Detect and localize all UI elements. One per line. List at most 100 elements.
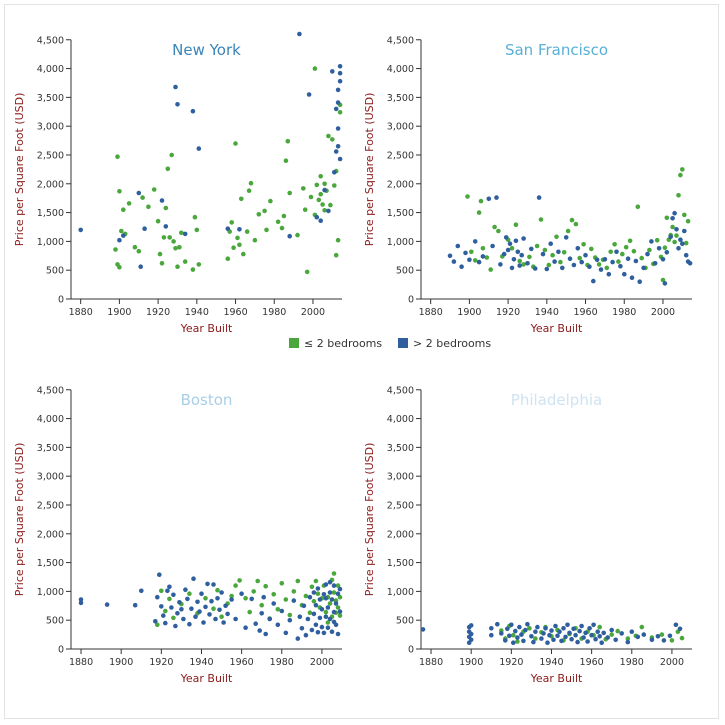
y-axis-title: Price per Square Foot (USD): [13, 443, 26, 597]
data-point: [420, 627, 426, 632]
data-point: [297, 614, 303, 619]
data-point: [332, 170, 337, 175]
data-point: [468, 623, 474, 628]
data-point: [668, 234, 673, 240]
data-point: [660, 277, 666, 283]
data-point: [241, 251, 246, 257]
data-point: [484, 255, 490, 260]
data-point: [573, 221, 579, 227]
data-point: [165, 588, 170, 594]
data-point: [519, 632, 524, 637]
series-gt2-bedrooms: [78, 31, 343, 270]
data-point: [233, 583, 238, 588]
data-point: [142, 226, 147, 231]
data-point: [561, 626, 566, 631]
data-point: [303, 632, 309, 638]
data-point: [252, 237, 258, 243]
data-point: [136, 190, 142, 196]
data-point: [543, 626, 548, 631]
data-point: [139, 588, 144, 594]
data-point: [637, 279, 642, 285]
data-point: [182, 259, 188, 264]
x-tick-label: 1920: [149, 657, 173, 668]
data-point: [472, 239, 478, 244]
data-point: [556, 249, 561, 255]
data-point: [159, 198, 165, 203]
data-point: [291, 589, 297, 594]
x-tick-label: 1940: [189, 657, 213, 668]
data-point: [325, 625, 331, 630]
data-point: [455, 243, 461, 249]
data-point: [233, 141, 238, 146]
data-point: [652, 261, 658, 266]
data-point: [533, 629, 538, 634]
data-point: [189, 606, 194, 611]
data-point: [308, 194, 314, 200]
data-point: [225, 256, 231, 262]
data-point: [476, 210, 482, 215]
data-point: [169, 605, 174, 610]
x-tick-label: 1880: [69, 657, 93, 668]
data-point: [182, 231, 188, 237]
data-point: [256, 212, 262, 217]
data-point: [181, 616, 186, 622]
data-point: [609, 627, 614, 633]
data-point: [337, 70, 343, 76]
data-point: [625, 636, 631, 641]
data-point: [311, 611, 317, 617]
data-point: [155, 622, 160, 628]
data-point: [169, 152, 174, 158]
y-tick-label: 3,500: [387, 443, 414, 454]
data-point: [297, 31, 302, 37]
data-point: [146, 204, 151, 210]
data-point: [635, 204, 641, 210]
data-point: [612, 242, 617, 247]
data-point: [203, 596, 208, 601]
y-tick-label: 2,500: [37, 500, 64, 511]
x-axis-title: Year Built: [530, 322, 583, 335]
data-point: [307, 610, 313, 615]
data-point: [326, 208, 331, 214]
panel-boston: 0 500 1,000 1,500 2,000 2,500 3,000 3,500 4,000 4…: [13, 385, 343, 685]
y-tick-label: 4,500: [37, 35, 64, 46]
data-point: [155, 218, 161, 224]
data-point: [569, 217, 575, 223]
data-point: [117, 189, 122, 194]
data-point: [536, 195, 542, 200]
data-point: [335, 144, 341, 149]
data-point: [268, 198, 273, 204]
data-point: [687, 261, 693, 266]
data-point: [573, 632, 578, 638]
data-point: [301, 603, 307, 609]
x-tick-label: 1880: [69, 307, 93, 318]
data-point: [264, 227, 269, 233]
data-point: [219, 614, 224, 619]
series-le2-bedrooms: [465, 167, 691, 283]
data-point: [459, 264, 464, 270]
data-point: [594, 257, 600, 263]
y-tick-label: 0: [58, 645, 64, 656]
data-point: [157, 572, 162, 577]
data-point: [538, 217, 544, 222]
data-point: [175, 264, 180, 270]
data-point: [295, 232, 300, 238]
data-point: [323, 596, 329, 601]
data-point: [78, 227, 83, 233]
data-point: [325, 605, 331, 610]
data-point: [515, 635, 520, 640]
data-point: [507, 633, 512, 639]
data-point: [183, 587, 188, 592]
data-point: [683, 240, 689, 246]
data-point: [335, 583, 341, 588]
data-point: [609, 632, 614, 637]
data-point: [285, 138, 291, 144]
data-point: [275, 607, 281, 612]
data-point: [223, 603, 228, 609]
data-point: [312, 66, 318, 71]
data-point: [639, 255, 644, 261]
data-point: [664, 215, 670, 221]
x-tick-label: 1940: [185, 307, 209, 318]
data-point: [682, 228, 687, 234]
data-point: [229, 220, 234, 225]
x-tick-label: 2000: [651, 307, 675, 318]
